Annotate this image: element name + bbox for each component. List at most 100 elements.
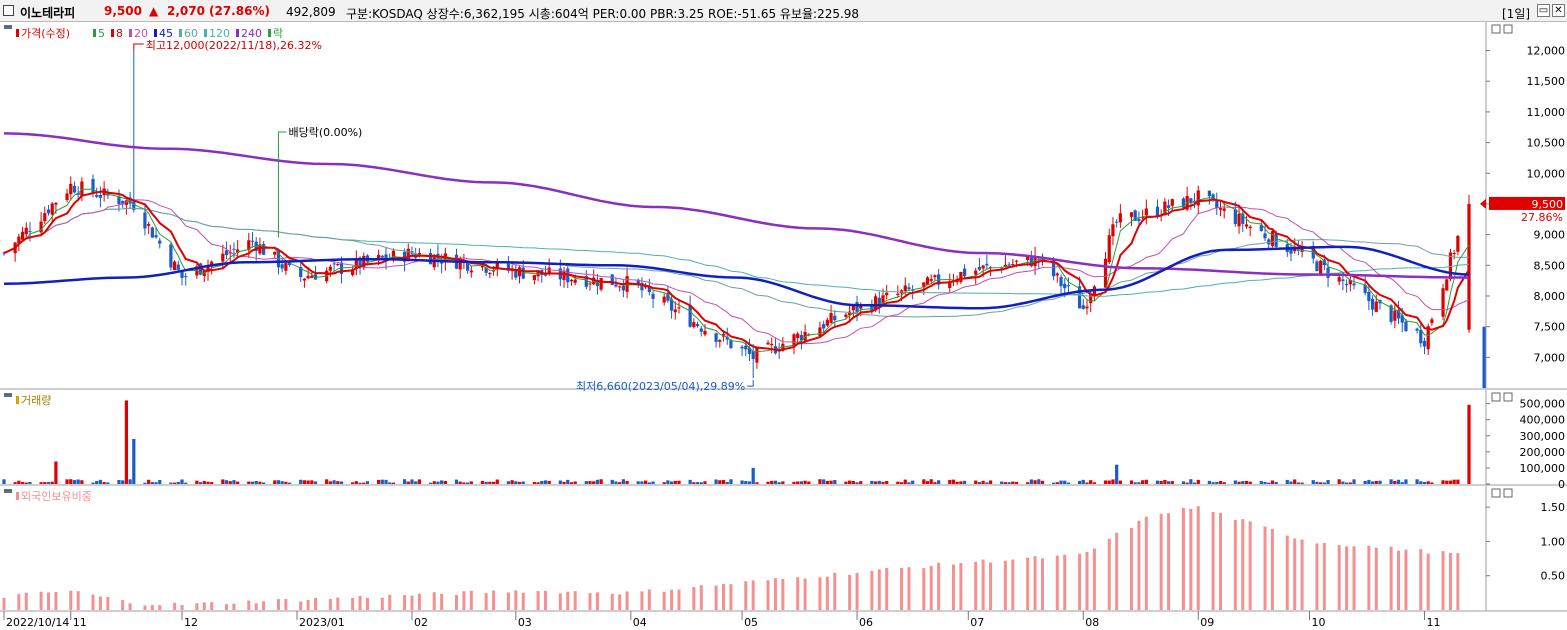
candle-body [1456,235,1460,252]
foreign-ratio-bar [128,603,132,610]
last-price-tag [1489,196,1565,210]
candle-body [465,262,470,271]
foreign-ratio-bar [543,590,547,610]
candle-body [469,270,473,273]
candle-body [1118,213,1122,223]
foreign-ratio-bar [1219,512,1223,610]
candle-body [1274,233,1278,247]
foreign-ratio-bar [1137,520,1141,610]
volume-bar [406,481,410,484]
volume-bar [510,480,514,484]
volume-bar [1311,480,1315,484]
foreign-ratio-bar [39,591,43,610]
foreign-ratio-bar [833,572,837,610]
candle-body [618,286,622,288]
candle-body [302,278,307,281]
foreign-ratio-bar [1367,545,1371,610]
candle-body [376,254,381,260]
candle-body [1003,264,1008,268]
volume-bar [506,481,511,484]
minimize-button[interactable]: ▭ [1537,4,1550,17]
volume-bar [881,481,885,484]
volume-bar [521,481,525,484]
foreign-ratio-bar [232,603,236,610]
volume-bar [228,481,232,484]
ma8-line [3,190,1470,352]
volume-bar [1081,479,1085,484]
volume-bar [962,480,967,484]
volume-bar [273,480,277,484]
price-panel: 7,000 7,500 8,000 8,500 9,000 9,500 10,000 10,5… [0,22,1567,393]
volume-bar [1089,480,1093,484]
volume-bar [859,481,863,484]
candle-body [484,267,488,273]
candle-body [98,194,103,198]
candle-body [1452,252,1456,254]
volume-tick-label: 100,000 [1520,462,1566,475]
volume-bar [714,479,718,484]
foreign-ratio-bar [588,593,592,610]
candle-body [488,273,492,275]
volume-bar [1211,482,1215,484]
candle-body [150,227,154,238]
foreign-ratio-bar [1159,513,1163,610]
volume-bar [1192,482,1197,484]
last-change-label: 27.86% [1521,211,1563,224]
candle-body [1111,224,1115,237]
stock-name[interactable]: 이노테라피 [20,6,76,20]
price-panel-restore-icon [1491,24,1501,34]
foreign-ratio-bar [662,591,666,610]
candle-body [1241,213,1245,224]
volume-bar [1066,482,1071,484]
volume-bar [1244,480,1249,484]
candle-body [929,279,933,281]
candle-body [981,265,985,269]
volume-bar [1467,404,1471,484]
period-selector[interactable]: [1일] [1502,7,1531,21]
candle-body [1319,260,1323,274]
candle-body [1014,260,1019,262]
candle-body [180,270,184,278]
close-button[interactable]: ✕ [1552,4,1565,17]
high-annotation-arrow [133,43,144,51]
candle-body [755,347,759,363]
volume-bar [484,481,488,484]
volume-value: 492,809 [286,5,336,19]
foreign-ratio-bar [1293,538,1297,610]
select-checkbox[interactable] [3,5,14,16]
legend-swatch [179,29,182,37]
volume-bar [39,482,43,484]
volume-bar [1111,479,1115,484]
volume-bar [573,481,577,484]
price-tick-label: 7,000 [1534,351,1566,364]
volume-bar [1141,480,1145,484]
volume-bar [1077,480,1082,484]
candle-body [273,251,277,255]
volume-bar [955,481,959,484]
volume-bar [1163,479,1167,484]
foreign-ratio-bar [1040,558,1044,610]
volume-bar [621,479,625,484]
volume-bar [1248,481,1252,484]
candle-body [851,305,855,311]
volume-bar [1063,480,1067,484]
foreign-ratio-bar [521,592,525,610]
foreign-ratio-bar [1211,511,1215,610]
volume-bar [254,480,258,484]
volume-bar [1107,480,1111,484]
volume-bar [1393,480,1397,484]
candle-body [873,296,878,311]
candle-body [1196,190,1200,206]
change-arrow-icon: ▲ [149,4,159,18]
candle-body [250,240,255,242]
volume-bar [236,481,240,484]
volume-bar [258,481,262,484]
foreign-ratio-bar [900,567,904,610]
volume-bar [985,482,989,484]
foreign-ratio-bar [558,593,562,610]
volume-bar [1137,482,1141,484]
volume-bar [488,481,492,484]
volume-bar [443,480,447,484]
volume-bar [907,482,911,484]
volume-bar [1456,479,1460,484]
